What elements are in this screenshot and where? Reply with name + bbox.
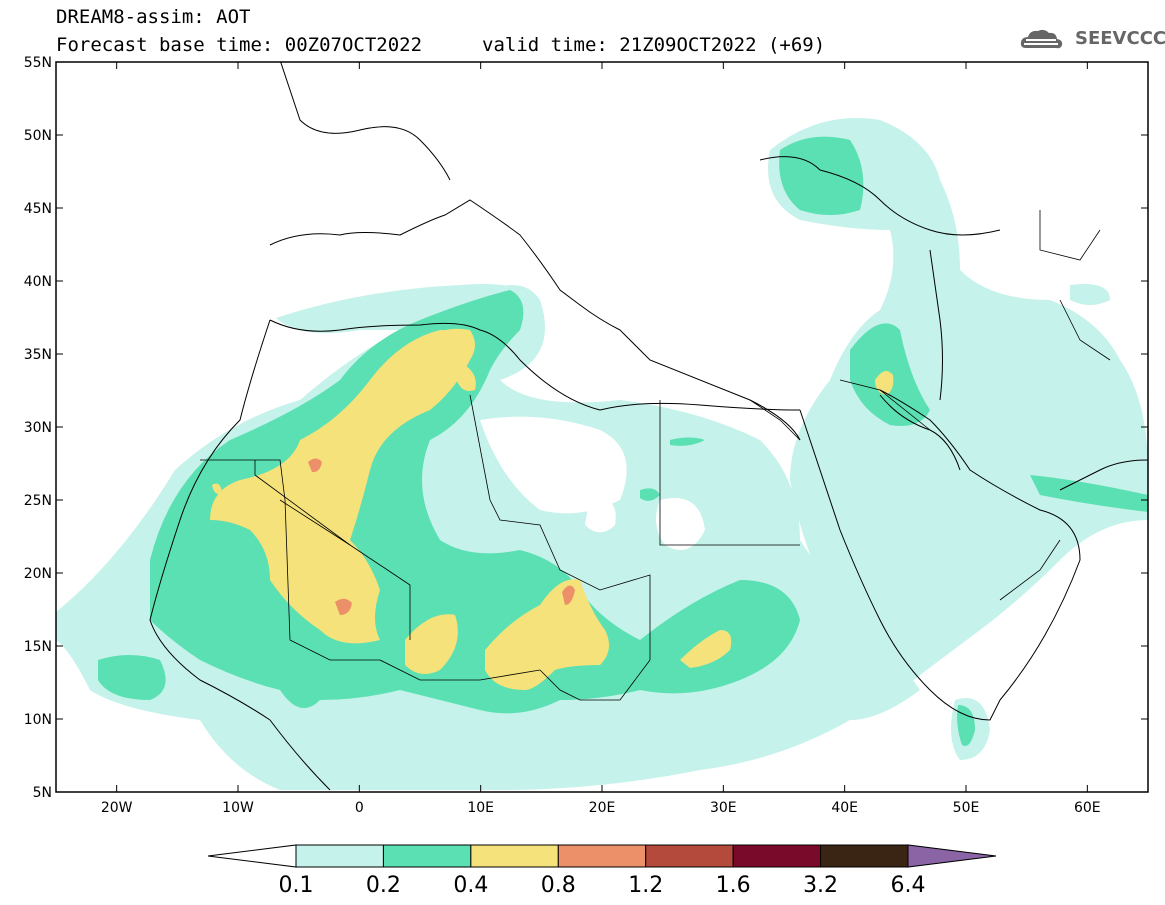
lon-tick-label: 10E: [467, 800, 494, 816]
colorbar-segment: [557, 844, 647, 868]
lon-tick-label: 20E: [589, 800, 616, 816]
lon-tick-label: 40E: [831, 800, 858, 816]
aot-level-0.8: [308, 458, 575, 615]
lat-tick-label: 20N: [24, 566, 52, 582]
colorbar-segment: [645, 844, 734, 868]
borders: [200, 210, 1111, 701]
lat-tick-label: 10N: [24, 712, 52, 728]
lon-tick-label: 10W: [222, 800, 254, 816]
colorbar-label: 0.1: [279, 873, 314, 898]
colorbar-segment: [295, 844, 384, 868]
chart-title: DREAM8-assim: AOT: [56, 6, 251, 28]
valid-time: valid time: 21Z09OCT2022 (+69): [482, 34, 826, 56]
colorbar-label: 0.4: [453, 873, 488, 898]
lat-tick-label: 5N: [33, 785, 52, 801]
aot-level-0.4: [210, 328, 894, 690]
colorbar-label: 1.6: [716, 873, 751, 898]
aot-fields: [56, 118, 1148, 790]
lat-tick-label: 30N: [24, 420, 52, 436]
lon-tick-label: 60E: [1074, 800, 1101, 816]
latitude-ticks: 55N 50N 45N 40N 35N 30N 25N 20N 15N 10N 5N: [24, 55, 1148, 801]
lat-tick-label: 50N: [24, 128, 52, 144]
lat-tick-label: 25N: [24, 493, 52, 509]
lon-tick-label: 50E: [953, 800, 980, 816]
colorbar-low-arrow: [207, 844, 297, 868]
lat-tick-label: 55N: [24, 55, 52, 71]
lat-tick-label: 40N: [24, 274, 52, 290]
forecast-base-time: Forecast base time: 00Z07OCT2022: [56, 34, 423, 56]
cloud-logo-icon: [1020, 29, 1063, 49]
lat-tick-label: 15N: [24, 639, 52, 655]
colorbar-label: 0.2: [366, 873, 401, 898]
colorbar: 0.1 0.2 0.4 0.8 1.2 1.6 3.2 6.4: [207, 844, 997, 898]
aot-gaps: [480, 416, 705, 550]
lat-tick-label: 35N: [24, 347, 52, 363]
lon-tick-label: 20W: [101, 800, 133, 816]
lat-tick-label: 45N: [24, 201, 52, 217]
colorbar-segment: [820, 844, 909, 868]
colorbar-high-arrow: [907, 844, 997, 868]
logo-text: SEEVCCC: [1075, 28, 1165, 49]
lon-tick-label: 30E: [710, 800, 737, 816]
colorbar-label: 3.2: [803, 873, 838, 898]
colorbar-segment: [470, 844, 559, 868]
colorbar-label: 6.4: [891, 873, 926, 898]
colorbar-label: 1.2: [628, 873, 663, 898]
lon-tick-label: 0: [355, 800, 364, 816]
colorbar-segment: [732, 844, 822, 868]
coastlines: [149, 62, 1148, 791]
colorbar-segment: [382, 844, 472, 868]
colorbar-label: 0.8: [541, 873, 576, 898]
longitude-ticks: 20W 10W 0 10E 20E 30E 40E 50E 60E: [101, 62, 1101, 816]
